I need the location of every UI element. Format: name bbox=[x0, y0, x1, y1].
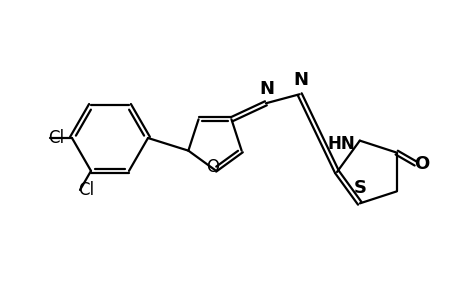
Text: N: N bbox=[259, 80, 274, 98]
Text: S: S bbox=[353, 179, 365, 197]
Text: HN: HN bbox=[326, 135, 354, 153]
Text: N: N bbox=[292, 71, 308, 89]
Text: O: O bbox=[206, 158, 219, 176]
Text: O: O bbox=[413, 154, 428, 172]
Text: Cl: Cl bbox=[78, 181, 94, 199]
Text: Cl: Cl bbox=[48, 129, 64, 147]
